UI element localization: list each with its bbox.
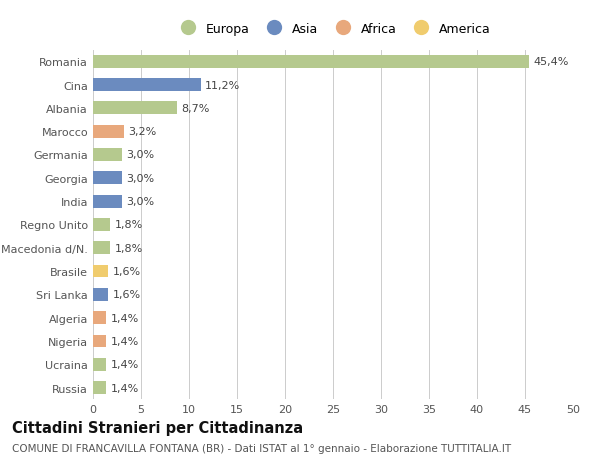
Text: 3,0%: 3,0% <box>127 174 155 184</box>
Bar <box>93 358 106 371</box>
Text: 3,2%: 3,2% <box>128 127 157 137</box>
Text: Cittadini Stranieri per Cittadinanza: Cittadini Stranieri per Cittadinanza <box>12 420 303 435</box>
Bar <box>93 381 106 394</box>
Text: 1,6%: 1,6% <box>113 266 141 276</box>
Bar <box>93 149 122 162</box>
Text: 1,4%: 1,4% <box>111 313 139 323</box>
Bar <box>93 195 122 208</box>
Bar <box>93 79 200 92</box>
Bar <box>93 312 106 325</box>
Bar <box>93 102 176 115</box>
Bar <box>93 218 110 231</box>
Text: 1,6%: 1,6% <box>113 290 141 300</box>
Bar <box>93 288 109 301</box>
Text: 8,7%: 8,7% <box>181 104 209 114</box>
Text: 1,8%: 1,8% <box>115 243 143 253</box>
Text: 3,0%: 3,0% <box>127 150 155 160</box>
Text: 1,4%: 1,4% <box>111 359 139 369</box>
Text: 3,0%: 3,0% <box>127 196 155 207</box>
Legend: Europa, Asia, Africa, America: Europa, Asia, Africa, America <box>170 18 496 41</box>
Bar <box>93 265 109 278</box>
Text: 1,4%: 1,4% <box>111 336 139 346</box>
Text: 45,4%: 45,4% <box>533 57 569 67</box>
Text: COMUNE DI FRANCAVILLA FONTANA (BR) - Dati ISTAT al 1° gennaio - Elaborazione TUT: COMUNE DI FRANCAVILLA FONTANA (BR) - Dat… <box>12 443 511 453</box>
Bar <box>93 172 122 185</box>
Bar <box>93 335 106 347</box>
Text: 11,2%: 11,2% <box>205 80 241 90</box>
Bar <box>93 125 124 138</box>
Bar <box>93 242 110 255</box>
Text: 1,4%: 1,4% <box>111 383 139 393</box>
Text: 1,8%: 1,8% <box>115 220 143 230</box>
Bar <box>93 56 529 68</box>
